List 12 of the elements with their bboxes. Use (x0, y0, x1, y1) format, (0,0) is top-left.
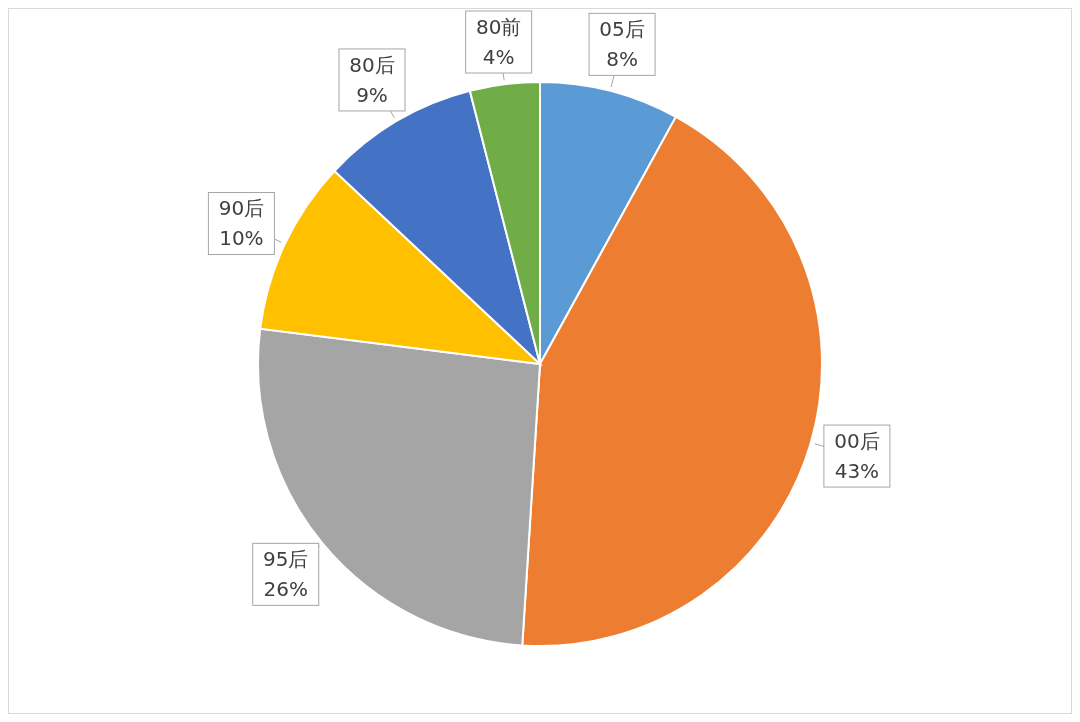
slice-label: 80后 (349, 52, 395, 77)
slice-label: 00后 (834, 429, 880, 454)
slice-label: 80前 (475, 15, 522, 39)
slice-label: 05后 (599, 17, 645, 42)
data-label: 8% (606, 47, 638, 72)
data-label: 4% (482, 45, 515, 69)
slice-label: 95后 (263, 547, 309, 572)
slice-label: 90后 (218, 196, 265, 221)
data-label: 10% (219, 226, 264, 251)
data-label: 43% (834, 459, 880, 484)
data-label: 26% (263, 577, 308, 602)
data-label: 9% (356, 82, 388, 107)
